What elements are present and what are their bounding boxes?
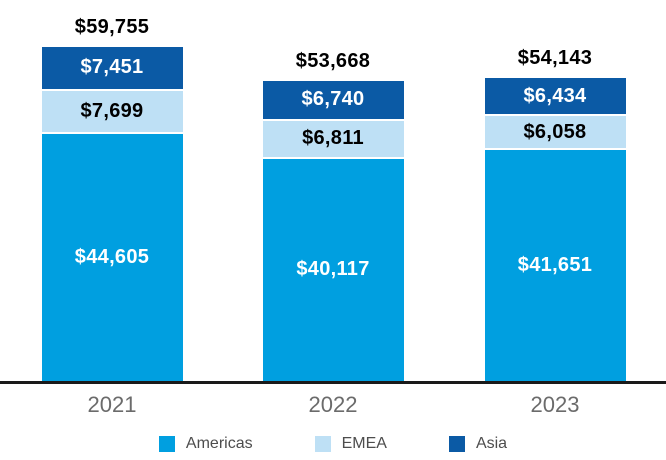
segment-value-label: $7,699 bbox=[80, 99, 144, 122]
bar-2021: $59,755 $7,451 $7,699 $44,605 bbox=[41, 16, 183, 381]
legend-swatch-asia bbox=[448, 436, 465, 452]
legend-label-americas: Americas bbox=[185, 435, 253, 452]
segment-asia-2023: $6,434 bbox=[484, 78, 626, 115]
segment-value-label: $6,058 bbox=[523, 120, 587, 143]
segment-emea-2023: $6,058 bbox=[484, 114, 626, 149]
segment-asia-2021: $7,451 bbox=[41, 47, 183, 89]
segment-asia-2022: $6,740 bbox=[262, 81, 404, 119]
segment-value-label: $41,651 bbox=[517, 254, 593, 277]
legend-item-emea: EMEA bbox=[314, 435, 387, 453]
segment-value-label: $6,434 bbox=[523, 84, 587, 107]
segment-emea-2021: $7,699 bbox=[41, 88, 183, 132]
x-axis-labels: 2021 2022 2023 bbox=[0, 384, 666, 428]
segment-americas-2022: $40,117 bbox=[262, 156, 404, 381]
legend-item-asia: Asia bbox=[448, 435, 508, 453]
bar-2023: $54,143 $6,434 $6,058 $41,651 bbox=[484, 47, 626, 381]
total-label-2023: $54,143 bbox=[517, 47, 593, 70]
legend-label-emea: EMEA bbox=[341, 435, 387, 452]
total-label-2022: $53,668 bbox=[295, 50, 371, 73]
segment-americas-2021: $44,605 bbox=[41, 131, 183, 381]
total-label-2021: $59,755 bbox=[74, 16, 150, 39]
legend: Americas EMEA Asia bbox=[0, 428, 666, 460]
x-tick-label-2022: 2022 bbox=[308, 392, 358, 417]
x-axis-line bbox=[0, 381, 666, 384]
legend-label-asia: Asia bbox=[475, 435, 508, 452]
legend-item-americas: Americas bbox=[158, 435, 253, 453]
segment-value-label: $40,117 bbox=[296, 258, 370, 281]
segment-value-label: $6,740 bbox=[301, 88, 365, 111]
segment-emea-2022: $6,811 bbox=[262, 118, 404, 157]
x-tick-label-2021: 2021 bbox=[87, 392, 137, 417]
bar-2022: $53,668 $6,740 $6,811 $40,117 bbox=[262, 50, 404, 381]
segment-value-label: $7,451 bbox=[80, 56, 144, 79]
segment-value-label: $44,605 bbox=[74, 245, 150, 268]
segment-americas-2023: $41,651 bbox=[484, 148, 626, 381]
segment-value-label: $6,811 bbox=[302, 127, 364, 150]
x-tick-label-2023: 2023 bbox=[530, 392, 580, 417]
plot-area: $59,755 $7,451 $7,699 $44,605 $53,668 $6,740 $… bbox=[0, 16, 666, 384]
legend-swatch-emea bbox=[314, 436, 331, 452]
legend-swatch-americas bbox=[158, 436, 175, 452]
